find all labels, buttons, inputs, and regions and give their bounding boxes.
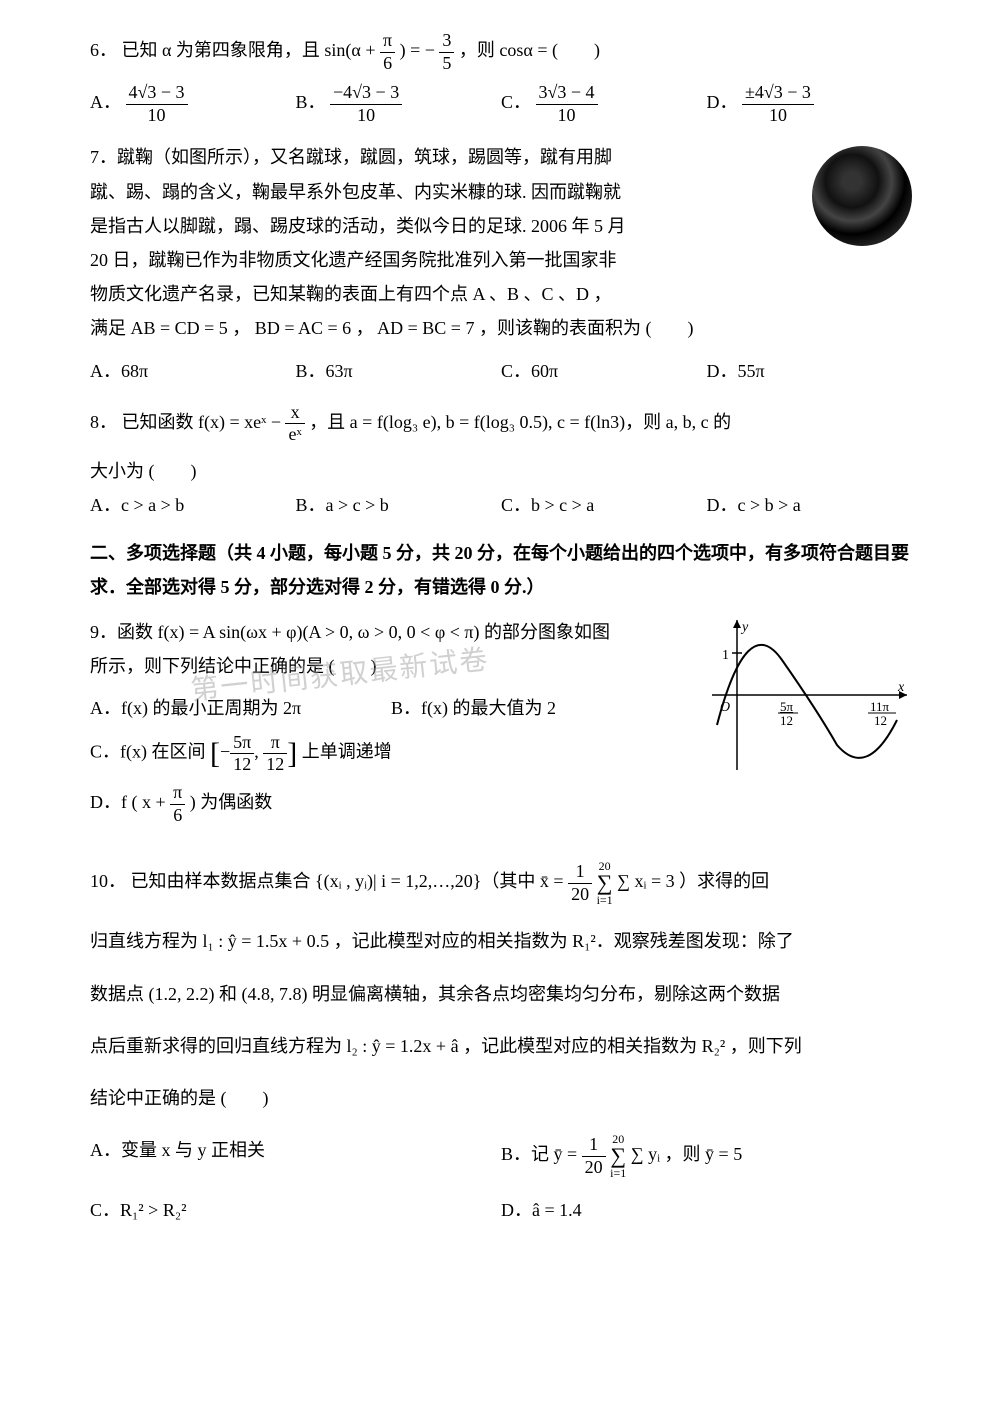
q9-c-rfrac: π12 [263, 732, 287, 776]
q10-b-frac: 120 [582, 1134, 606, 1178]
q7-opt-a: A．68π [90, 354, 296, 388]
q9-d-frac: π6 [170, 782, 185, 826]
q7-num: 7． [90, 147, 117, 167]
q7-l3: 是指古人以脚蹴，蹋、踢皮球的活动，类似今日的足球. 2006 年 5 月 [90, 209, 912, 243]
q10-l3: 数据点 (1.2, 2.2) 和 (4.8, 7.8) 明显偏离横轴，其余各点均… [90, 977, 912, 1011]
q10-l5: 结论中正确的是 ( ) [90, 1081, 912, 1115]
q8-opt-a: A．c > a > b [90, 488, 296, 522]
q6-opt-b: B． −4√3 − 310 [296, 82, 502, 126]
q6-opt-d: D． ±4√3 − 310 [707, 82, 913, 126]
q10-opt-c: C．R₁² > R₂² [90, 1193, 501, 1227]
xtick-11pi12-den: 12 [874, 713, 887, 728]
question-9: 第一时间获取最新试卷 1 x y O 5π 12 11π 12 9．函数 f(x… [90, 615, 912, 837]
q8-t2: ，且 a = f(log₃ e), b = f(log₃ 0.5), c = f… [309, 412, 731, 432]
q9-c2: 上单调递增 [302, 742, 392, 762]
q7-l2: 蹴、踢、蹋的含义，鞠最早系外包皮革、内实米糠的球. 因而蹴鞠就 [90, 175, 912, 209]
q10-l1-frac: 120 [568, 861, 592, 905]
q6-frac2: 3 5 [439, 30, 454, 74]
q6-b-label: B． [296, 92, 326, 112]
q10-opt-d: D．â = 1.4 [501, 1193, 912, 1227]
q8-l2: 大小为 ( ) [90, 454, 912, 488]
question-7: 7．蹴鞠（如图所示），又名蹴球，蹴圆，筑球，踢圆等，蹴有用脚 蹴、踢、蹋的含义，… [90, 140, 912, 387]
q10-l1: 10． 已知由样本数据点集合 {(xᵢ , yᵢ)| i = 1,2,…,20}… [90, 860, 912, 906]
q10-num: 10． [90, 872, 126, 892]
q7-l4: 20 日，蹴鞠已作为非物质文化遗产经国务院批准列入第一批国家非 [90, 243, 912, 277]
q10-l1b: ∑ xᵢ = 3 ）求得的回 [617, 872, 769, 892]
q6-t3: ，则 cosα = ( ) [459, 40, 600, 60]
question-8: 8． 已知函数 f(x) = xeˣ − xeˣ ，且 a = f(log₃ e… [90, 402, 912, 523]
q10-l4: 点后重新求得的回归直线方程为 l₂ : ŷ = 1.2x + â ，记此模型对应… [90, 1029, 912, 1063]
q10-sumbot: i=1 [597, 893, 613, 907]
q8-t1: 已知函数 f(x) = xeˣ − [122, 412, 281, 432]
sum-icon-b: 20∑i=1 [610, 1133, 626, 1179]
q6-a-label: A． [90, 92, 121, 112]
q7-opt-c: C．60π [501, 354, 707, 388]
q7-l6: 满足 AB = CD = 5 ， BD = AC = 6 ， AD = BC =… [90, 311, 912, 345]
q8-opt-c: C．b > c > a [501, 488, 707, 522]
q8-frac: xeˣ [285, 402, 304, 446]
q9-c-lfrac: 5π12 [230, 732, 254, 776]
xtick-11pi12-num: 11π [870, 699, 890, 714]
q7-stem: 7．蹴鞠（如图所示），又名蹴球，蹴圆，筑球，踢圆等，蹴有用脚 蹴、踢、蹋的含义，… [90, 140, 912, 345]
q8-num: 8． [90, 412, 117, 432]
q6-frac1: π 6 [380, 30, 395, 74]
q6-opt-a: A． 4√3 − 310 [90, 82, 296, 126]
section-2-title: 二、多项选择题（共 4 小题，每小题 5 分，共 20 分，在每个小题给出的四个… [90, 536, 912, 604]
lbracket-icon: [ [210, 737, 220, 770]
ytick-1: 1 [722, 648, 729, 663]
q8-opt-b: B．a > c > b [296, 488, 502, 522]
q6-t2: ) = − [400, 40, 435, 60]
q10-b1: B．记 ȳ = [501, 1144, 577, 1164]
q6-opt-c: C． 3√3 − 410 [501, 82, 707, 126]
q6-t1: 已知 α 为第四象限角，且 sin(α + [122, 40, 376, 60]
q6-options: A． 4√3 − 310 B． −4√3 − 310 C． 3√3 − 410 … [90, 82, 912, 126]
q10-options: A．变量 x 与 y 正相关 B．记 ȳ = 120 20∑i=1 ∑ yᵢ ，… [90, 1133, 912, 1241]
xtick-5pi12-num: 5π [780, 699, 794, 714]
q10-bsumbot: i=1 [610, 1166, 626, 1180]
q7-l1: 蹴鞠（如图所示），又名蹴球，蹴圆，筑球，踢圆等，蹴有用脚 [117, 147, 612, 167]
q9-opt-d: D．f ( x + π6 ) 为偶函数 [90, 782, 391, 826]
q9-c1: C．f(x) 在区间 [90, 742, 206, 762]
q9-t1: 函数 f(x) = A sin(ωx + φ)(A > 0, ω > 0, 0 … [117, 622, 610, 642]
q6-b-frac: −4√3 − 310 [330, 82, 402, 126]
cuju-ball-icon [812, 146, 912, 246]
q9-opt-a: A．f(x) 的最小正周期为 2π [90, 691, 391, 725]
q9-d1: D．f ( x + [90, 792, 166, 812]
q9-d2: ) 为偶函数 [190, 792, 273, 812]
question-6: 6． 已知 α 为第四象限角，且 sin(α + π 6 ) = − 3 5 ，… [90, 30, 912, 126]
q8-stem: 8． 已知函数 f(x) = xeˣ − xeˣ ，且 a = f(log₃ e… [90, 402, 912, 446]
q6-a-frac: 4√3 − 310 [126, 82, 188, 126]
q7-opt-b: B．63π [296, 354, 502, 388]
y-axis-label: y [740, 620, 749, 635]
xtick-5pi12-den: 12 [780, 713, 793, 728]
q7-opt-d: D．55π [707, 354, 913, 388]
q10-b2: ∑ yᵢ ，则 ȳ = 5 [631, 1144, 742, 1164]
sum-icon: 20∑i=1 [597, 860, 613, 906]
q6-c-frac: 3√3 − 410 [536, 82, 598, 126]
q10-opt-b: B．记 ȳ = 120 20∑i=1 ∑ yᵢ ，则 ȳ = 5 [501, 1133, 912, 1179]
q6-c-label: C． [501, 92, 531, 112]
q6-num: 6． [90, 40, 117, 60]
sine-graph-icon: 1 x y O 5π 12 11π 12 [702, 615, 912, 775]
q10-l2: 归直线方程为 l₁ : ŷ = 1.5x + 0.5 ，记此模型对应的相关指数为… [90, 924, 912, 958]
q7-l5: 物质文化遗产名录，已知某鞠的表面上有四个点 A 、B 、C 、D ， [90, 277, 912, 311]
q10-l1a: 已知由样本数据点集合 {(xᵢ , yᵢ)| i = 1,2,…,20}（其中 … [131, 872, 564, 892]
q9-opt-c: C．f(x) 在区间 [−5π12, π12] 上单调递增 [90, 725, 400, 782]
q6-stem: 6． 已知 α 为第四象限角，且 sin(α + π 6 ) = − 3 5 ，… [90, 30, 912, 74]
rbracket-icon: ] [287, 737, 297, 770]
question-10: 10． 已知由样本数据点集合 {(xᵢ , yᵢ)| i = 1,2,…,20}… [90, 860, 912, 1241]
q9-options: A．f(x) 的最小正周期为 2π B．f(x) 的最大值为 2 C．f(x) … [90, 691, 692, 826]
q6-d-label: D． [707, 92, 738, 112]
origin-label: O [720, 700, 730, 715]
q8-opt-d: D．c > b > a [707, 488, 913, 522]
q9-opt-b: B．f(x) 的最大值为 2 [391, 691, 692, 725]
q6-d-frac: ±4√3 − 310 [742, 82, 814, 126]
x-axis-label: x [897, 680, 905, 695]
q10-opt-a: A．变量 x 与 y 正相关 [90, 1133, 501, 1179]
q8-options: A．c > a > b B．a > c > b C．b > c > a D．c … [90, 488, 912, 522]
q7-options: A．68π B．63π C．60π D．55π [90, 354, 912, 388]
q9-num: 9． [90, 622, 117, 642]
